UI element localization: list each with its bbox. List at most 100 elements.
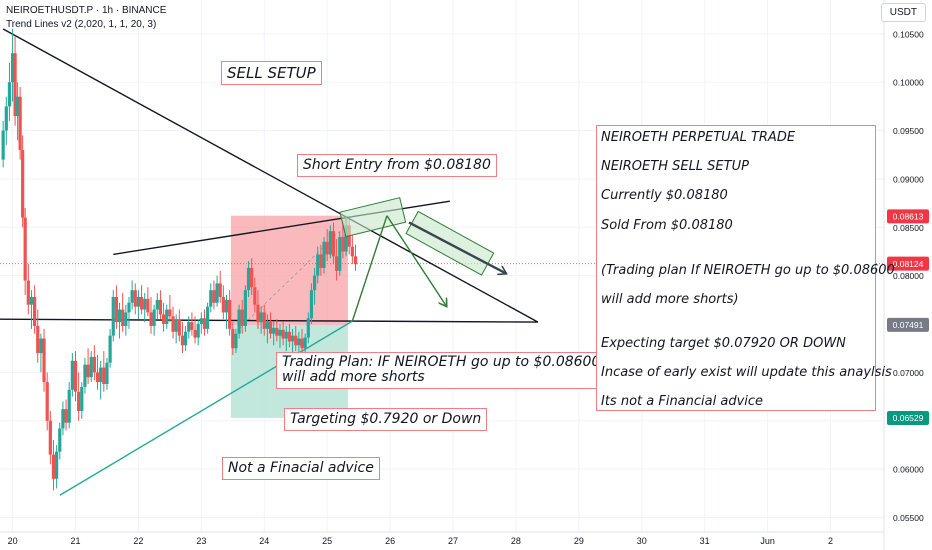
candle-body <box>168 309 172 317</box>
trend-line <box>59 320 353 496</box>
candle-body <box>325 241 329 255</box>
currency-button[interactable]: USDT <box>880 3 926 22</box>
projection-channel <box>339 197 407 238</box>
targeting-label: Targeting $0.7920 or Down <box>284 408 488 431</box>
candle-body <box>328 231 332 255</box>
candle-body <box>243 290 247 326</box>
candle-body <box>294 335 298 346</box>
candle-body <box>319 254 323 268</box>
candle-body <box>196 324 200 338</box>
candle-body <box>155 299 159 310</box>
candle-body <box>77 391 81 412</box>
price-label-badge <box>887 256 929 271</box>
trading-plan-label: Trading Plan: IF NEIROETH go up to $0.08… <box>276 352 607 389</box>
date-tick-label: Jun <box>760 536 775 546</box>
candle-body <box>13 53 17 117</box>
date-tick-label: 24 <box>259 536 269 546</box>
candle-body <box>209 290 213 307</box>
candle-body <box>335 256 339 271</box>
price-label-text: 0.08124 <box>893 259 924 269</box>
candle-body <box>353 256 358 265</box>
price-tick-label: 0.05500 <box>893 513 924 523</box>
candle-body <box>61 409 65 429</box>
indicator-legend[interactable]: Trend Lines v2 (2,020, 1, 1, 20, 3) <box>6 19 157 30</box>
candle-body <box>55 451 59 479</box>
plan-line-9: Its not a Financial advice <box>601 394 764 409</box>
candle-body <box>199 318 203 325</box>
candle-body <box>272 327 276 334</box>
plan-line-6: will add more shorts) <box>601 292 739 307</box>
price-tick-label: 0.08500 <box>893 223 924 233</box>
candle-body <box>165 309 169 325</box>
plan-line-4: Sold From $0.08180 <box>601 218 733 233</box>
date-tick-label: 28 <box>511 536 521 546</box>
candle-body <box>312 275 317 291</box>
trend-line <box>0 318 538 323</box>
date-tick-label: 23 <box>196 536 206 546</box>
candle-body <box>234 333 238 349</box>
candle-body <box>16 96 20 117</box>
candle-body <box>111 296 115 336</box>
candle-body <box>256 304 260 323</box>
plan-line-1: NEIROETH PERPETUAL TRADE <box>601 130 796 145</box>
candle-body <box>231 328 235 349</box>
candle-body <box>108 335 112 363</box>
short-entry-label: Short Entry from $0.08180 <box>297 154 497 177</box>
candle-body <box>300 338 304 349</box>
candle-body <box>250 267 254 288</box>
price-tick-label: 0.07000 <box>893 368 924 378</box>
plan-line-2: NEIROETH SELL SETUP <box>601 159 749 174</box>
candle-body <box>174 319 178 332</box>
price-axis[interactable]: 0.10500 0.10000 0.09500 0.09000 0.08500 0.080… <box>883 0 929 550</box>
projection-path <box>386 215 447 307</box>
candle-body <box>262 312 266 329</box>
date-tick-label: 21 <box>70 536 80 546</box>
candle-body <box>4 106 8 131</box>
candle-body <box>268 322 273 334</box>
candle-body <box>139 296 144 310</box>
trading-plan-line-2: will add more shorts <box>282 369 425 386</box>
candle-body <box>29 296 34 305</box>
date-tick-label: 29 <box>574 536 584 546</box>
date-tick-label: 20 <box>8 536 18 546</box>
candle-body <box>246 267 251 291</box>
price-label-badge <box>887 317 929 332</box>
candle-body <box>253 287 257 305</box>
candle-body <box>228 299 232 329</box>
candle-body <box>184 331 188 346</box>
price-tick-label: 0.08000 <box>893 271 924 281</box>
candle-body <box>121 309 125 326</box>
candle-body <box>187 322 191 332</box>
candle-body <box>240 309 244 326</box>
price-tick-label: 0.06000 <box>893 465 924 475</box>
time-axis[interactable]: 20 21 22 23 24 25 26 27 28 29 30 31 Jun 2 <box>0 531 884 546</box>
price-label-badge <box>887 209 929 224</box>
date-tick-label: 25 <box>322 536 332 546</box>
candle-body <box>146 298 150 313</box>
candle-body <box>1 130 5 160</box>
candle-body <box>124 312 128 326</box>
candle-body <box>105 362 109 385</box>
candle-body <box>177 319 181 336</box>
candle-body <box>202 318 207 329</box>
candle-body <box>133 290 137 307</box>
candle-body <box>350 246 354 257</box>
candle-body <box>237 309 241 334</box>
candle-body <box>149 312 153 326</box>
price-tick-label: 0.10500 <box>893 29 924 39</box>
candle-body <box>171 316 175 332</box>
candle-body <box>224 299 229 313</box>
candle-body <box>18 96 22 150</box>
candle-body <box>143 298 147 310</box>
date-tick-label: 22 <box>133 536 143 546</box>
candle-body <box>306 318 310 338</box>
price-label-text: 0.07491 <box>893 320 924 330</box>
candle-body <box>33 296 37 326</box>
candle-body <box>136 296 141 307</box>
candle-body <box>130 290 134 303</box>
candle-body <box>51 454 56 479</box>
candle-body <box>102 367 106 385</box>
candle-body <box>303 337 307 349</box>
symbol-title[interactable]: NEIROETHUSDT.P · 1h · BINANCE <box>6 5 167 16</box>
